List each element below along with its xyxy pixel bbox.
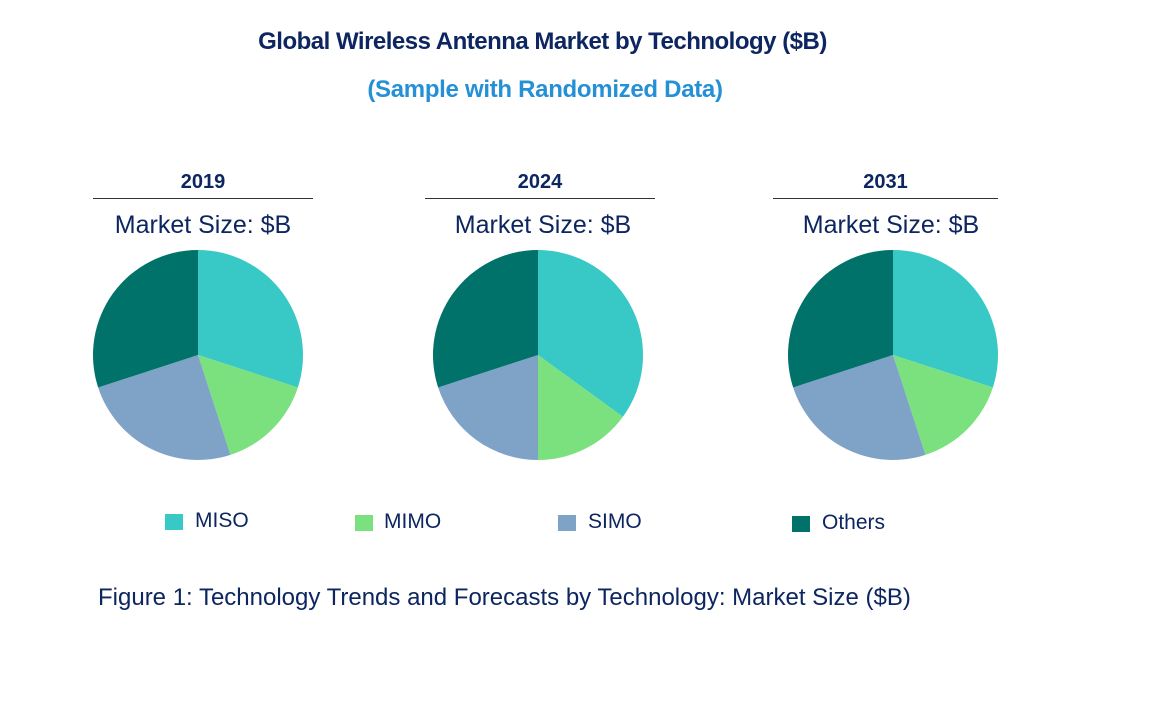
- chart-title: Global Wireless Antenna Market by Techno…: [258, 28, 827, 55]
- year-divider: [425, 198, 655, 199]
- year-label-2024: 2024: [517, 171, 563, 193]
- chart-subtitle: (Sample with Randomized Data): [367, 76, 723, 103]
- pie-slice-2031-others: [787, 250, 893, 388]
- market-size-label-2024: Market Size: $B: [454, 211, 632, 239]
- pie-slice-2031-mimo: [893, 355, 993, 455]
- figure-caption: Figure 1: Technology Trends and Forecast…: [98, 584, 911, 611]
- legend-label-others: Others: [822, 511, 886, 534]
- pie-slice-2024-others: [433, 250, 538, 388]
- legend-swatch-miso: [165, 514, 183, 530]
- legend-swatch-others: [792, 516, 810, 532]
- pie-slice-2019-others: [92, 250, 198, 388]
- pie-slice-2024-miso: [538, 250, 644, 417]
- legend-label-simo: SIMO: [588, 510, 642, 533]
- market-size-label-2019: Market Size: $B: [114, 211, 292, 239]
- pie-slice-2024-mimo: [538, 355, 623, 460]
- pie-slice-2019-miso: [198, 250, 303, 388]
- legend-swatch-simo: [558, 515, 576, 531]
- pie-slice-2024-simo: [438, 355, 538, 460]
- pie-slice-2019-simo: [98, 355, 231, 460]
- year-label-2031: 2031: [863, 171, 908, 193]
- market-size-label-2031: Market Size: $B: [802, 211, 980, 239]
- legend-label-miso: MISO: [195, 509, 249, 532]
- year-divider: [93, 198, 313, 199]
- year-divider: [773, 198, 998, 199]
- year-label-2019: 2019: [180, 171, 226, 193]
- legend-swatch-mimo: [355, 515, 373, 531]
- legend-label-mimo: MIMO: [384, 510, 442, 533]
- pie-slice-2031-simo: [793, 355, 926, 460]
- pie-slice-2019-mimo: [198, 355, 298, 455]
- pie-slice-2031-miso: [893, 250, 999, 388]
